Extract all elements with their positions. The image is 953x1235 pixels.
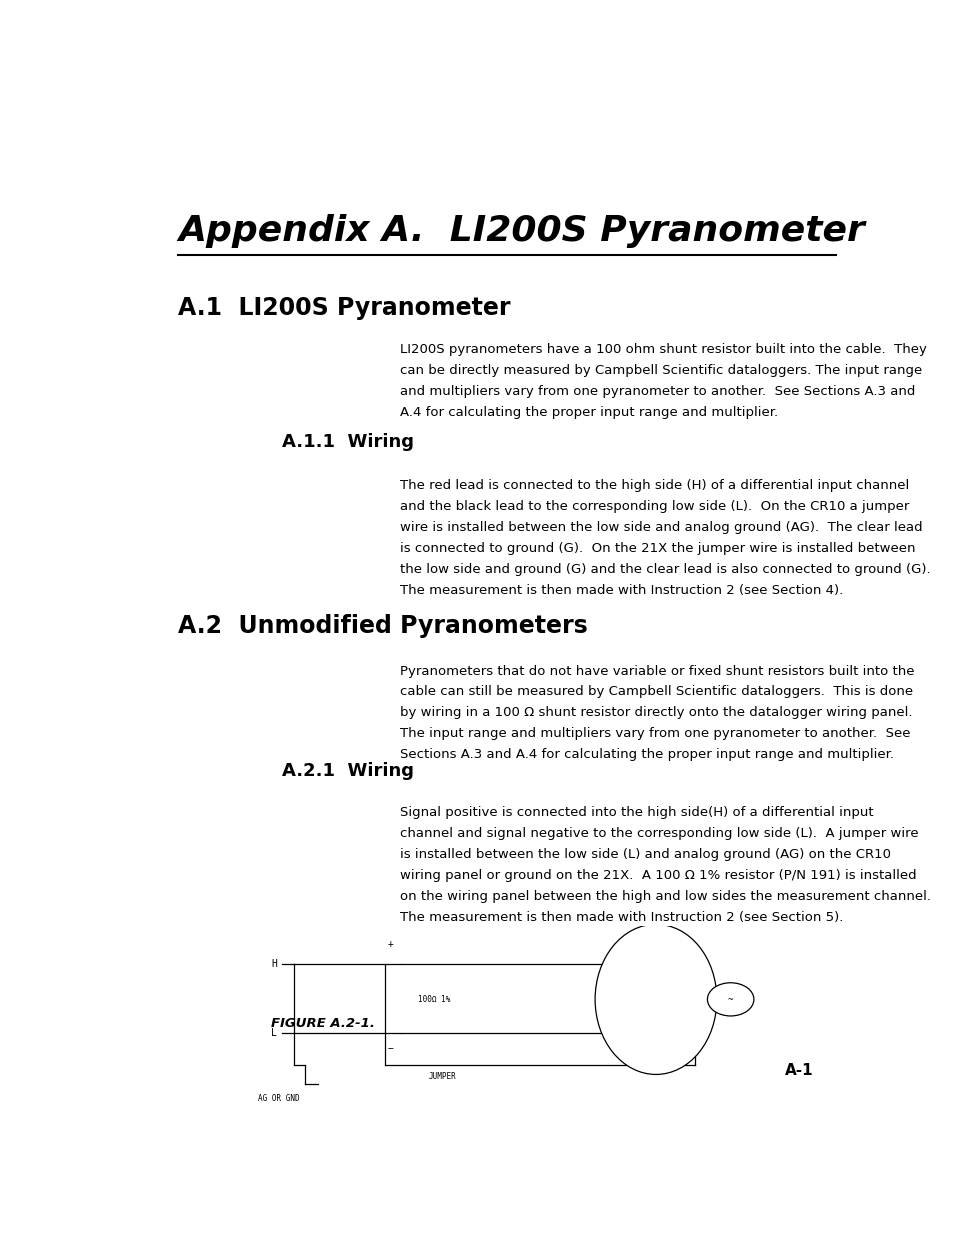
Text: +: +: [387, 939, 393, 948]
Text: the low side and ground (G) and the clear lead is also connected to ground (G).: the low side and ground (G) and the clea…: [400, 563, 930, 576]
Text: Signal positive is connected into the high side(H) of a differential input: Signal positive is connected into the hi…: [400, 806, 873, 819]
Text: −: −: [387, 1044, 393, 1053]
Text: 100Ω 1%: 100Ω 1%: [417, 995, 450, 1004]
Text: The measurement is then made with Instruction 2 (see Section 5).: The measurement is then made with Instru…: [400, 911, 842, 924]
Text: A.2.1  Wiring: A.2.1 Wiring: [282, 762, 414, 779]
Text: is connected to ground (G).  On the 21X the jumper wire is installed between: is connected to ground (G). On the 21X t…: [400, 542, 915, 555]
Text: Pyranometers that do not have variable or fixed shunt resistors built into the: Pyranometers that do not have variable o…: [400, 664, 914, 678]
Text: The measurement is then made with Instruction 2 (see Section 4).: The measurement is then made with Instru…: [400, 584, 842, 597]
Text: H: H: [272, 958, 277, 968]
Text: on the wiring panel between the high and low sides the measurement channel.: on the wiring panel between the high and…: [400, 890, 930, 903]
Text: A.1  LI200S Pyranometer: A.1 LI200S Pyranometer: [178, 295, 511, 320]
Bar: [384, 963, 694, 1032]
Text: A.4 for calculating the proper input range and multiplier.: A.4 for calculating the proper input ran…: [400, 406, 778, 419]
Text: can be directly measured by Campbell Scientific dataloggers. The input range: can be directly measured by Campbell Sci…: [400, 364, 922, 377]
Text: A.2  Unmodified Pyranometers: A.2 Unmodified Pyranometers: [178, 614, 588, 638]
Text: and the black lead to the corresponding low side (L).  On the CR10 a jumper: and the black lead to the corresponding …: [400, 500, 908, 513]
Text: Appendix A.  LI200S Pyranometer: Appendix A. LI200S Pyranometer: [178, 214, 864, 248]
Text: LI200S pyranometers have a 100 ohm shunt resistor built into the cable.  They: LI200S pyranometers have a 100 ohm shunt…: [400, 343, 926, 356]
Text: ~: ~: [727, 995, 733, 1004]
Text: L: L: [272, 1028, 277, 1037]
Text: The input range and multipliers vary from one pyranometer to another.  See: The input range and multipliers vary fro…: [400, 727, 910, 740]
Text: Sections A.3 and A.4 for calculating the proper input range and multiplier.: Sections A.3 and A.4 for calculating the…: [400, 748, 893, 761]
Text: FIGURE A.2-1.  Unmodified Pyranometer Wiring Schematic: FIGURE A.2-1. Unmodified Pyranometer Wir…: [271, 1018, 706, 1030]
Text: JUMPER: JUMPER: [429, 1072, 456, 1081]
Text: A-1: A-1: [784, 1063, 813, 1078]
Text: AG OR GND: AG OR GND: [257, 1094, 299, 1103]
Text: cable can still be measured by Campbell Scientific dataloggers.  This is done: cable can still be measured by Campbell …: [400, 685, 912, 699]
Text: The red lead is connected to the high side (H) of a differential input channel: The red lead is connected to the high si…: [400, 479, 908, 492]
Text: and multipliers vary from one pyranometer to another.  See Sections A.3 and: and multipliers vary from one pyranomete…: [400, 385, 915, 398]
Ellipse shape: [595, 924, 716, 1074]
Text: wiring panel or ground on the 21X.  A 100 Ω 1% resistor (P/N 191) is installed: wiring panel or ground on the 21X. A 100…: [400, 869, 916, 882]
Circle shape: [707, 983, 753, 1016]
Text: channel and signal negative to the corresponding low side (L).  A jumper wire: channel and signal negative to the corre…: [400, 827, 918, 840]
Text: is installed between the low side (L) and analog ground (AG) on the CR10: is installed between the low side (L) an…: [400, 848, 890, 861]
Text: wire is installed between the low side and analog ground (AG).  The clear lead: wire is installed between the low side a…: [400, 521, 922, 534]
Text: by wiring in a 100 Ω shunt resistor directly onto the datalogger wiring panel.: by wiring in a 100 Ω shunt resistor dire…: [400, 706, 912, 720]
Text: A.1.1  Wiring: A.1.1 Wiring: [282, 433, 414, 452]
